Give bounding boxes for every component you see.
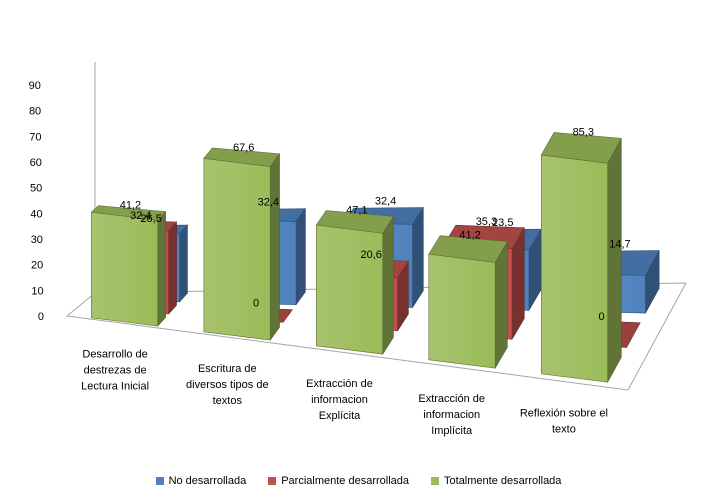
category-label-line: Escritura de <box>198 363 257 375</box>
bar-top-face <box>428 235 508 263</box>
data-label: 14,7 <box>609 239 630 251</box>
bar-front-face <box>316 224 383 355</box>
bar-top-face <box>90 205 167 221</box>
bar <box>540 132 622 383</box>
bar <box>203 147 281 342</box>
category-label-line: informacion <box>423 409 480 421</box>
data-label: 67,6 <box>233 142 254 154</box>
category-label-line: Reflexión sobre el <box>520 408 608 420</box>
bar-side-face <box>269 152 280 342</box>
chart-floor <box>65 282 687 391</box>
category-label-line: destrezas de <box>84 364 147 376</box>
data-label: 41,2 <box>459 230 480 242</box>
legend-label: Parcialmente desarrollada <box>281 475 410 487</box>
category-label-line: textos <box>213 395 243 407</box>
data-label: 20,6 <box>361 249 382 261</box>
data-label: 23,5 <box>492 217 513 229</box>
category-label: Extracción de informacion Implícita <box>418 393 485 437</box>
bar-side-face <box>157 210 166 327</box>
data-label: 41,2 <box>120 200 141 212</box>
legend-item: No desarrollada <box>155 473 247 489</box>
data-label: 32,4 <box>258 197 279 209</box>
y-tick-label: 60 <box>30 157 42 169</box>
category-label: Escritura de diversos tipos de textos <box>186 363 269 407</box>
y-tick-label: 20 <box>31 260 43 272</box>
y-tick-label: 0 <box>38 311 44 323</box>
bar-front-face <box>91 211 159 327</box>
category-label-line: Extracción de <box>306 378 373 390</box>
legend-swatch <box>155 477 164 485</box>
bar-front-face <box>428 253 496 369</box>
legend-item: Parcialmente desarrollada <box>268 473 409 489</box>
y-tick-label: 40 <box>30 208 42 220</box>
bar <box>90 205 167 327</box>
category-label: Extracción de informacion Explícita <box>306 378 373 422</box>
category-label-line: texto <box>552 424 576 436</box>
bar-top-face <box>315 210 394 234</box>
y-tick-label: 30 <box>31 234 43 246</box>
bar-side-face <box>295 207 306 306</box>
data-label: 26,5 <box>140 213 161 225</box>
data-labels: 26,532,4 32,423,514,732,4020,635,3041,267… <box>120 126 631 322</box>
bar-side-face <box>494 240 508 370</box>
legend-swatch <box>431 477 440 485</box>
bar-top-face <box>540 132 622 164</box>
bar <box>428 235 508 370</box>
bar-side-face <box>179 224 188 303</box>
legend-swatch <box>268 477 277 485</box>
data-label: 0 <box>599 311 605 323</box>
y-tick-label: 10 <box>31 285 43 297</box>
data-label: 32,4 <box>375 196 396 208</box>
y-tick-label: 50 <box>30 183 42 195</box>
bar-side-face <box>382 215 394 356</box>
bar-side-face <box>168 221 177 315</box>
y-tick-label: 80 <box>29 106 41 118</box>
legend: No desarrollada Parcialmente desarrollada… <box>0 473 717 489</box>
legend-item: Totalmente desarrollada <box>431 473 561 489</box>
data-label: 0 <box>253 298 259 310</box>
category-label-line: Desarrollo de <box>82 348 147 360</box>
data-label: 35,3 <box>476 216 497 228</box>
category-label-line: Explícita <box>319 410 361 422</box>
y-tick-label: 70 <box>29 131 41 143</box>
y-axis-ticks: 0 10 20 30 40 50 60 70 80 90 <box>29 80 44 323</box>
category-label-line: Implícita <box>431 425 473 437</box>
category-label-line: Lectura Inicial <box>81 380 149 392</box>
bars <box>90 132 660 383</box>
legend-label: Totalmente desarrollada <box>444 475 562 487</box>
bar <box>315 210 394 356</box>
category-label-line: Extracción de <box>418 393 485 405</box>
category-label-line: informacion <box>311 394 368 406</box>
bar-side-face <box>607 138 622 383</box>
category-label-line: diversos tipos de <box>186 379 269 391</box>
bar-top-face <box>203 147 281 167</box>
data-label: 47,1 <box>346 204 367 216</box>
x-axis-categories: Desarrollo de destrezas de Lectura Inicial… <box>81 348 608 436</box>
legend-label: No desarrollada <box>168 475 247 487</box>
category-label: Reflexión sobre el texto <box>520 408 608 436</box>
data-label: 85,3 <box>573 126 594 138</box>
data-label: 32,4 <box>130 210 151 222</box>
category-label: Desarrollo de destrezas de Lectura Inicial <box>81 348 149 392</box>
bar-front-face <box>540 154 608 383</box>
y-tick-label: 90 <box>29 80 41 92</box>
bar-front-face <box>203 157 271 341</box>
bar-side-face <box>412 206 424 309</box>
